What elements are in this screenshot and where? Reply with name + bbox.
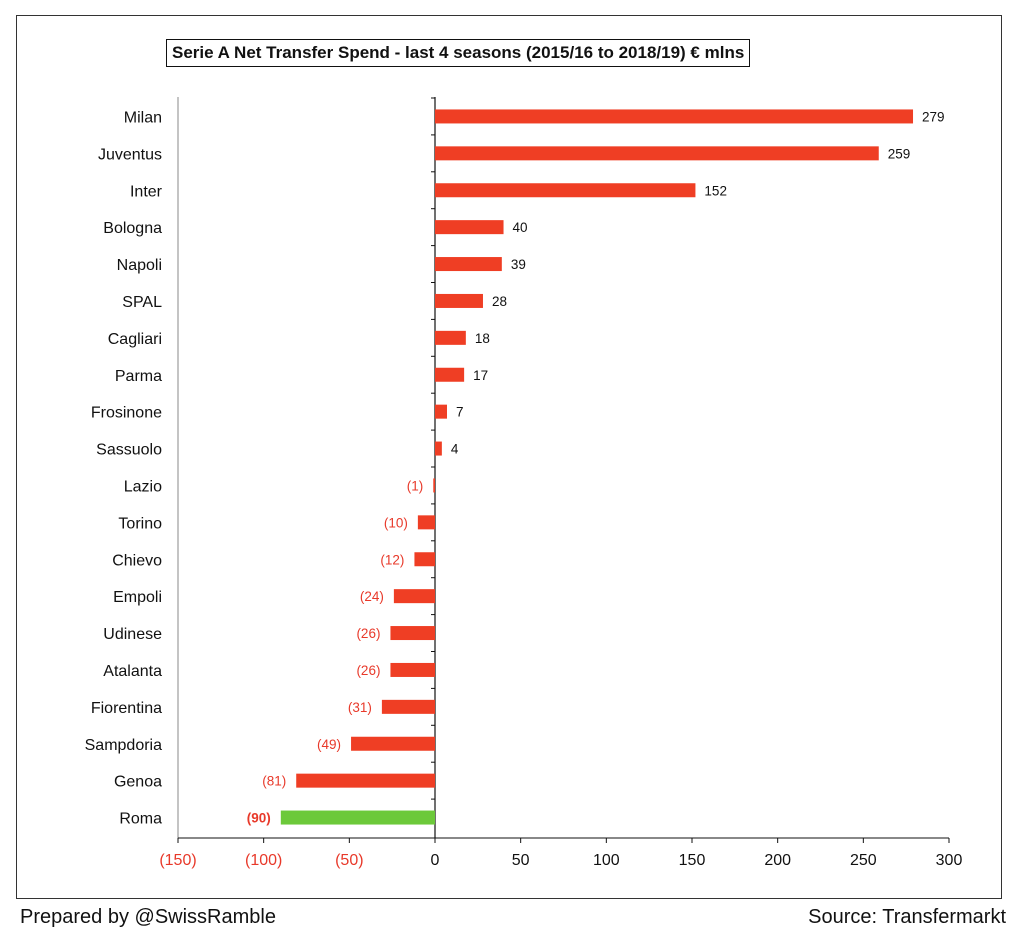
value-label: 39	[511, 257, 526, 272]
value-label: 18	[475, 331, 490, 346]
value-label: (81)	[262, 774, 286, 789]
value-label: (26)	[356, 663, 380, 678]
bar	[435, 293, 483, 308]
bar	[435, 220, 504, 235]
category-label: Parma	[115, 368, 162, 385]
bar	[390, 626, 435, 641]
category-label: Inter	[130, 183, 163, 200]
bar	[435, 109, 914, 124]
bar	[435, 330, 466, 345]
value-label: 7	[456, 405, 464, 420]
value-label: (26)	[356, 626, 380, 641]
value-label: 17	[473, 368, 488, 383]
category-label: Sassuolo	[96, 442, 162, 459]
bar	[435, 441, 442, 456]
x-tick-label: (50)	[335, 852, 363, 869]
bar	[417, 515, 435, 530]
chart-title: Serie A Net Transfer Spend - last 4 seas…	[166, 39, 751, 67]
bar	[435, 183, 696, 198]
bar	[414, 552, 435, 567]
value-label: 259	[888, 146, 911, 161]
value-label: (49)	[317, 737, 341, 752]
value-label: 28	[492, 294, 507, 309]
bar	[381, 699, 435, 714]
value-label: (24)	[360, 589, 384, 604]
category-label: SPAL	[122, 294, 162, 311]
value-label: (12)	[380, 552, 404, 567]
value-label: (1)	[407, 478, 424, 493]
value-label: 4	[451, 442, 459, 457]
bar	[433, 478, 435, 493]
x-tick-label: 100	[593, 852, 620, 869]
x-tick-label: (150)	[159, 852, 196, 869]
bar	[280, 810, 435, 825]
category-label: Cagliari	[108, 331, 162, 348]
bar	[435, 404, 447, 419]
x-tick-label: 50	[512, 852, 530, 869]
category-label: Milan	[124, 109, 162, 126]
category-label: Chievo	[112, 552, 162, 569]
category-label: Bologna	[103, 220, 162, 237]
category-label: Juventus	[98, 146, 162, 163]
bar	[393, 589, 435, 604]
category-label: Sampdoria	[85, 737, 162, 754]
category-label: Frosinone	[91, 405, 162, 422]
x-tick-label: (100)	[245, 852, 282, 869]
value-label: 40	[513, 220, 528, 235]
value-label: 279	[922, 109, 945, 124]
category-label: Atalanta	[103, 663, 162, 680]
bar	[390, 662, 435, 677]
category-label: Empoli	[113, 589, 162, 606]
bar	[296, 773, 435, 788]
category-label: Fiorentina	[91, 700, 162, 717]
x-tick-label: 0	[431, 852, 440, 869]
x-tick-label: 200	[764, 852, 791, 869]
bar	[435, 146, 879, 161]
chart-frame	[16, 15, 1002, 899]
category-label: Lazio	[124, 478, 162, 495]
category-label: Genoa	[114, 774, 162, 791]
value-label: (90)	[247, 811, 271, 826]
category-label: Napoli	[117, 257, 162, 274]
value-label: (10)	[384, 515, 408, 530]
x-tick-label: 300	[936, 852, 963, 869]
value-label: (31)	[348, 700, 372, 715]
category-label: Udinese	[103, 626, 162, 643]
x-tick-label: 250	[850, 852, 877, 869]
category-label: Roma	[119, 811, 162, 828]
bar	[435, 257, 502, 272]
footer-credit: Prepared by @SwissRamble	[20, 906, 276, 928]
x-tick-label: 150	[679, 852, 706, 869]
bar	[351, 736, 435, 751]
bar	[435, 367, 465, 382]
footer-source: Source: Transfermarkt	[808, 906, 1006, 928]
value-label: 152	[704, 183, 727, 198]
category-label: Torino	[118, 515, 162, 532]
